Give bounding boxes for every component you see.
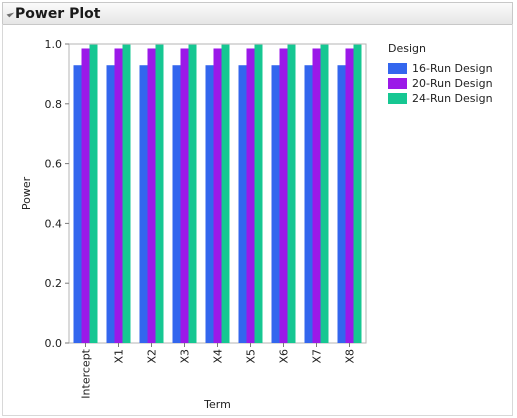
bar (213, 48, 222, 344)
bar (254, 44, 263, 344)
bar (320, 44, 329, 344)
bar (353, 44, 362, 344)
bar (312, 48, 321, 344)
legend-label-20-run: 20-Run Design (412, 77, 493, 90)
bar (287, 44, 296, 344)
y-tick-label: 1.0 (45, 38, 63, 51)
bar (106, 65, 115, 343)
x-axis-title: Term (203, 398, 231, 411)
bar (345, 48, 354, 344)
y-tick-label: 0.2 (45, 277, 63, 290)
power-plot-header[interactable]: Power Plot (2, 2, 513, 25)
bar (221, 44, 230, 344)
chart-axes: 0.0 0.2 0.4 0.6 0.8 1.0 Intercept X1 X2 X3 X4 X5 X6 X… (45, 38, 367, 399)
panel-frame (2, 24, 513, 416)
bar (238, 65, 247, 343)
bar (81, 48, 90, 344)
bar (139, 65, 148, 343)
x-tick-label: X1 (113, 349, 126, 364)
legend-label-16-run: 16-Run Design (412, 62, 493, 75)
x-tick-label: X4 (212, 349, 225, 364)
legend-item-20-run[interactable]: 20-Run Design (388, 76, 493, 91)
bar (246, 48, 255, 344)
y-tick-label: 0.8 (45, 98, 63, 111)
legend-swatch-24-run (388, 93, 407, 104)
bar (147, 48, 156, 344)
chart-bars (73, 44, 362, 344)
bar (205, 65, 214, 343)
legend-title: Design (388, 42, 426, 55)
legend-label-24-run: 24-Run Design (412, 92, 493, 105)
x-tick-label: X2 (146, 349, 159, 364)
y-tick-label: 0.0 (45, 337, 63, 350)
legend: Design 16-Run Design 20-Run Design 24-Ru… (388, 42, 493, 106)
bar (172, 65, 181, 343)
panel-title: Power Plot (15, 5, 101, 22)
bar (155, 44, 164, 344)
x-tick-label: X5 (245, 349, 258, 364)
bar (180, 48, 189, 344)
bar (122, 44, 131, 344)
x-tick-label: Intercept (80, 348, 93, 398)
bar (304, 65, 313, 343)
bar (73, 65, 82, 343)
x-tick-label: X6 (278, 349, 291, 364)
bar (337, 65, 346, 343)
bar (89, 44, 98, 344)
bar (271, 65, 280, 343)
legend-swatch-20-run (388, 78, 407, 89)
bar (279, 48, 288, 344)
x-tick-label: X7 (311, 349, 324, 364)
x-tick-label: X8 (344, 349, 357, 364)
bar (114, 48, 123, 344)
y-tick-label: 0.6 (45, 158, 63, 171)
legend-item-24-run[interactable]: 24-Run Design (388, 91, 493, 106)
y-axis-title: Power (20, 176, 33, 210)
legend-item-16-run[interactable]: 16-Run Design (388, 61, 493, 76)
x-tick-label: X3 (179, 349, 192, 364)
bar (188, 44, 197, 344)
legend-swatch-16-run (388, 63, 407, 74)
y-tick-label: 0.4 (45, 217, 63, 230)
